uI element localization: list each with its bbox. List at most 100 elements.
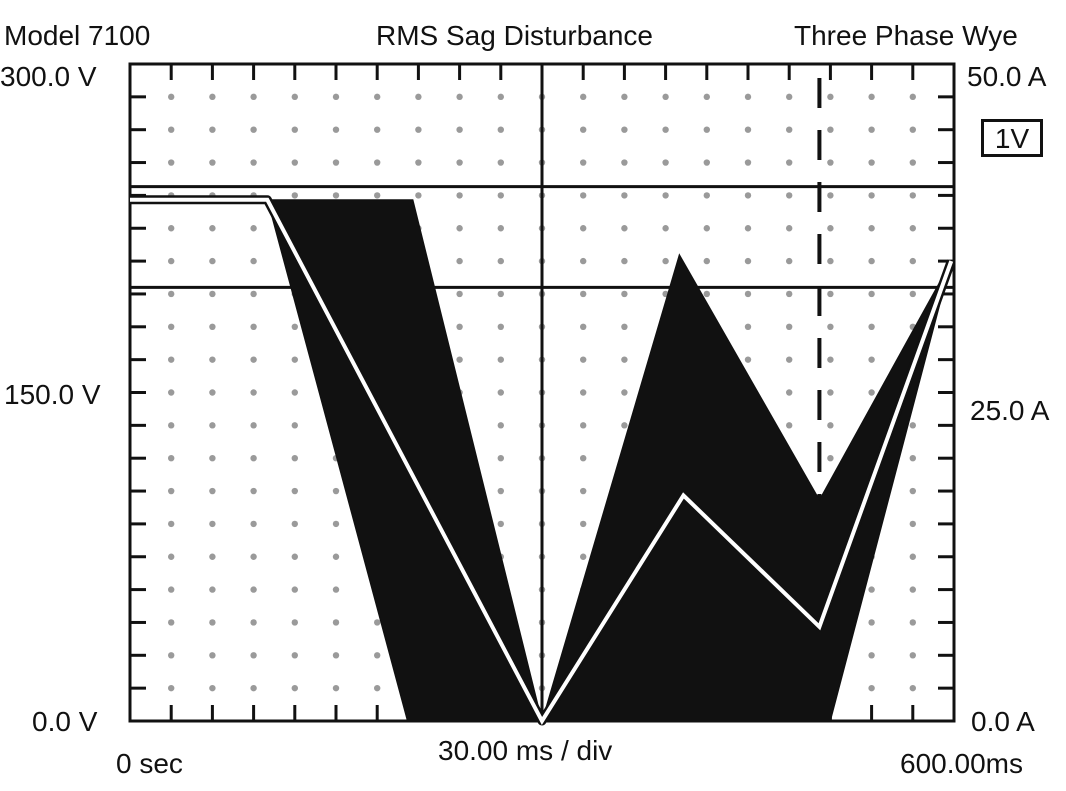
grid-dot [209,159,216,166]
grid-dot [209,455,216,462]
x-end-label: 600.00ms [900,748,1023,779]
grid-dot [786,159,793,166]
grid-dot [621,192,628,199]
grid-dot [168,93,175,101]
grid-dot [621,323,628,330]
grid-dot [744,323,752,330]
grid-dot [497,323,504,330]
grid-dot [703,192,710,199]
x-scale-label: 30.00 ms / div [438,735,613,766]
grid-dot [580,225,587,232]
grid-dot [868,290,875,298]
grid-dot [744,93,752,101]
grid-dot [291,389,298,396]
grid-dot [168,586,175,593]
grid-dot [868,389,875,396]
grid-dot [827,356,834,363]
grid-dot [374,159,381,166]
grid-dot [497,520,504,528]
grid-dot [456,225,463,232]
grid-dot [580,455,587,462]
grid-dot [374,652,381,659]
grid-dot [209,422,216,429]
grid-dot [332,652,340,659]
chart-title: RMS Sag Disturbance [376,20,654,51]
grid-dot [209,323,216,330]
grid-dot [909,455,916,462]
x-start-label: 0 sec [116,748,183,779]
grid-dot [703,93,710,101]
grid-dot [497,93,504,101]
grid-dot [209,586,216,593]
grid-dot [209,389,216,396]
y-right-bottom-label: 0.0 A [971,706,1035,737]
grid-dot [250,323,257,330]
grid-dot [168,323,175,330]
grid-dot [291,586,298,593]
grid-dot [291,553,298,560]
grid-dot [909,684,916,692]
grid-dot [827,93,834,101]
grid-dot [744,257,752,265]
grid-dot [868,323,875,330]
grid-dot [497,257,504,265]
grid-dot [209,520,216,528]
grid-dot [662,257,669,265]
grid-dot [291,487,298,495]
grid-dot [209,93,216,101]
grid-dot [456,126,463,133]
grid-dot [168,553,175,560]
grid-dot [786,93,793,101]
grid-dot [250,356,257,363]
y-left-top-label: 300.0 V [0,61,97,92]
grid-dot [250,257,257,265]
channel-badge: 1V [981,119,1043,157]
grid-dot [332,192,340,199]
grid-dot [827,455,834,462]
grid-dot [250,389,257,396]
grid-dot [497,192,504,199]
grid-dot [332,487,340,495]
grid-dot [662,159,669,166]
grid-dot [209,290,216,298]
grid-dot [621,389,628,396]
grid-dot [909,553,916,560]
grid-dot [909,93,916,101]
grid-dot [497,126,504,133]
grid-dot [497,389,504,396]
grid-dot [868,225,875,232]
grid-dot [909,586,916,593]
grid-dot [497,225,504,232]
grid-dot [168,455,175,462]
grid-dot [580,487,587,495]
grid-dot [456,257,463,265]
grid-dot [744,356,752,363]
grid-dot [168,487,175,495]
grid-dot [291,356,298,363]
grid-dot [909,225,916,232]
grid-dot [250,586,257,593]
grid-dot [168,356,175,363]
grid-dot [580,323,587,330]
grid-dot [168,225,175,232]
grid-dot [909,652,916,659]
grid-dot [291,422,298,429]
grid-dot [786,225,793,232]
grid-dot [497,159,504,166]
grid-dot [662,93,669,101]
grid-dot [291,520,298,528]
grid-dot [744,192,752,199]
grid-dot [868,586,875,593]
grid-dot [168,257,175,265]
grid-dot [332,93,340,101]
grid-dot [868,192,875,199]
grid-dot [621,356,628,363]
grid-dot [456,192,463,199]
grid-dot [250,290,257,298]
grid-dot [621,225,628,232]
grid-dot [168,652,175,659]
grid-dot [168,159,175,166]
grid-dot [868,93,875,101]
grid-dot [868,257,875,265]
grid-dot [250,93,257,101]
